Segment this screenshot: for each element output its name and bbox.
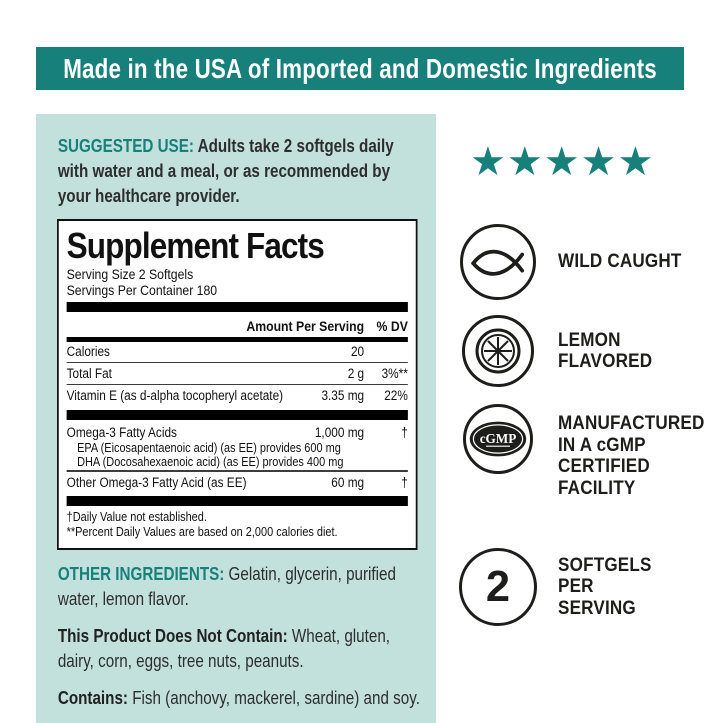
table-row-vitamin-e: Vitamin E (as d-alpha tocopheryl acetate… bbox=[66, 388, 408, 403]
facts-column-header: Amount Per Serving % DV bbox=[67, 315, 408, 335]
serving-size-text: Serving Size 2 Softgels bbox=[66, 266, 194, 282]
divider-bar bbox=[66, 337, 408, 342]
features-column: ★★★★★ WILD CAUGHT bbox=[458, 140, 720, 626]
table-row-omega3: Omega-3 Fatty Acids 1,000 mg † bbox=[66, 424, 408, 440]
contains-paragraph: Contains: Fish (anchovy, mackerel, sardi… bbox=[58, 686, 422, 711]
table-row-other-omega3: Other Omega-3 Fatty Acid (as EE) 60 mg † bbox=[66, 474, 408, 490]
supplement-facts-title: Supplement Facts bbox=[66, 225, 325, 266]
footnote-percent-dv: **Percent Daily Values are based on 2,00… bbox=[66, 525, 338, 539]
feature-label: WILD CAUGHT bbox=[558, 251, 682, 273]
star-icon: ★ bbox=[617, 139, 655, 185]
feature-label: SOFTGELS PER SERVING bbox=[558, 554, 652, 619]
svg-text:2: 2 bbox=[486, 563, 510, 611]
divider-bar bbox=[66, 302, 408, 312]
suggested-use-label: SUGGESTED USE: bbox=[57, 136, 194, 156]
number-2-icon: 2 bbox=[459, 548, 537, 626]
divider-rule bbox=[66, 383, 408, 385]
suggested-use-text: Adults take 2 softgels daily with water … bbox=[57, 136, 394, 206]
feature-label: LEMON FLAVORED bbox=[558, 329, 653, 373]
svg-text:cGMP: cGMP bbox=[480, 431, 517, 446]
supplement-facts-box: Supplement Facts Serving Size 2 Softgels… bbox=[57, 219, 418, 550]
does-not-contain-text: Wheat, gluten, dairy, corn, eggs, tree n… bbox=[57, 626, 391, 671]
divider-rule bbox=[66, 361, 408, 363]
percent-dv-header: % DV bbox=[376, 318, 408, 334]
suggested-use-section: SUGGESTED USE: Adults take 2 softgels da… bbox=[57, 134, 422, 209]
feature-wild-caught: WILD CAUGHT bbox=[458, 224, 720, 300]
feature-label: MANUFACTURED IN A cGMP CERTIFIED FACILIT… bbox=[558, 413, 705, 499]
does-not-contain-label: This Product Does Not Contain: bbox=[57, 626, 288, 646]
other-ingredients-text: Gelatin, glycerin, purified water, lemon… bbox=[57, 564, 396, 609]
other-ingredients-label: OTHER INGREDIENTS: bbox=[57, 564, 225, 584]
star-icon: ★ bbox=[543, 139, 581, 185]
cgmp-badge-icon: cGMP bbox=[463, 404, 533, 474]
star-icon: ★ bbox=[580, 139, 618, 185]
product-info-panel: SUGGESTED USE: Adults take 2 softgels da… bbox=[36, 114, 436, 723]
contains-label: Contains: bbox=[57, 688, 128, 708]
ingredients-section: OTHER INGREDIENTS: Gelatin, glycerin, pu… bbox=[57, 562, 422, 711]
divider-bar bbox=[66, 496, 408, 506]
feature-lemon-flavored: LEMON FLAVORED bbox=[458, 315, 720, 387]
star-icon: ★ bbox=[506, 139, 544, 185]
made-in-usa-banner: Made in the USA of Imported and Domestic… bbox=[36, 47, 684, 90]
five-star-rating: ★★★★★ bbox=[470, 140, 720, 184]
divider-rule bbox=[66, 470, 408, 472]
feature-softgels-per-serving: 2 SOFTGELS PER SERVING bbox=[458, 548, 720, 626]
does-not-contain-paragraph: This Product Does Not Contain: Wheat, gl… bbox=[58, 624, 422, 674]
footnote-daily-value: †Daily Value not established. bbox=[66, 510, 207, 524]
banner-text: Made in the USA of Imported and Domestic… bbox=[63, 52, 657, 84]
amount-per-serving-header: Amount Per Serving bbox=[246, 318, 365, 334]
table-row-total-fat: Total Fat 2 g 3%** bbox=[66, 366, 408, 381]
contains-text: Fish (anchovy, mackerel, sardine) and so… bbox=[132, 688, 420, 708]
table-subrow-epa: EPA (Eicosapentaenoic acid) (as EE) prov… bbox=[77, 441, 341, 455]
table-subrow-dha: DHA (Docosahexaenoic acid) (as EE) provi… bbox=[77, 455, 344, 469]
fish-icon bbox=[460, 224, 536, 300]
suggested-use-paragraph: SUGGESTED USE: Adults take 2 softgels da… bbox=[58, 134, 422, 209]
divider-bar bbox=[66, 409, 408, 420]
servings-per-container-text: Servings Per Container 180 bbox=[66, 282, 218, 298]
table-row-calories: Calories 20 bbox=[66, 344, 365, 359]
star-icon: ★ bbox=[470, 139, 507, 185]
other-ingredients-paragraph: OTHER INGREDIENTS: Gelatin, glycerin, pu… bbox=[58, 562, 422, 612]
feature-cgmp: cGMP MANUFACTURED IN A cGMP CERTIFIED FA… bbox=[458, 404, 720, 499]
lemon-slice-icon bbox=[462, 315, 534, 387]
